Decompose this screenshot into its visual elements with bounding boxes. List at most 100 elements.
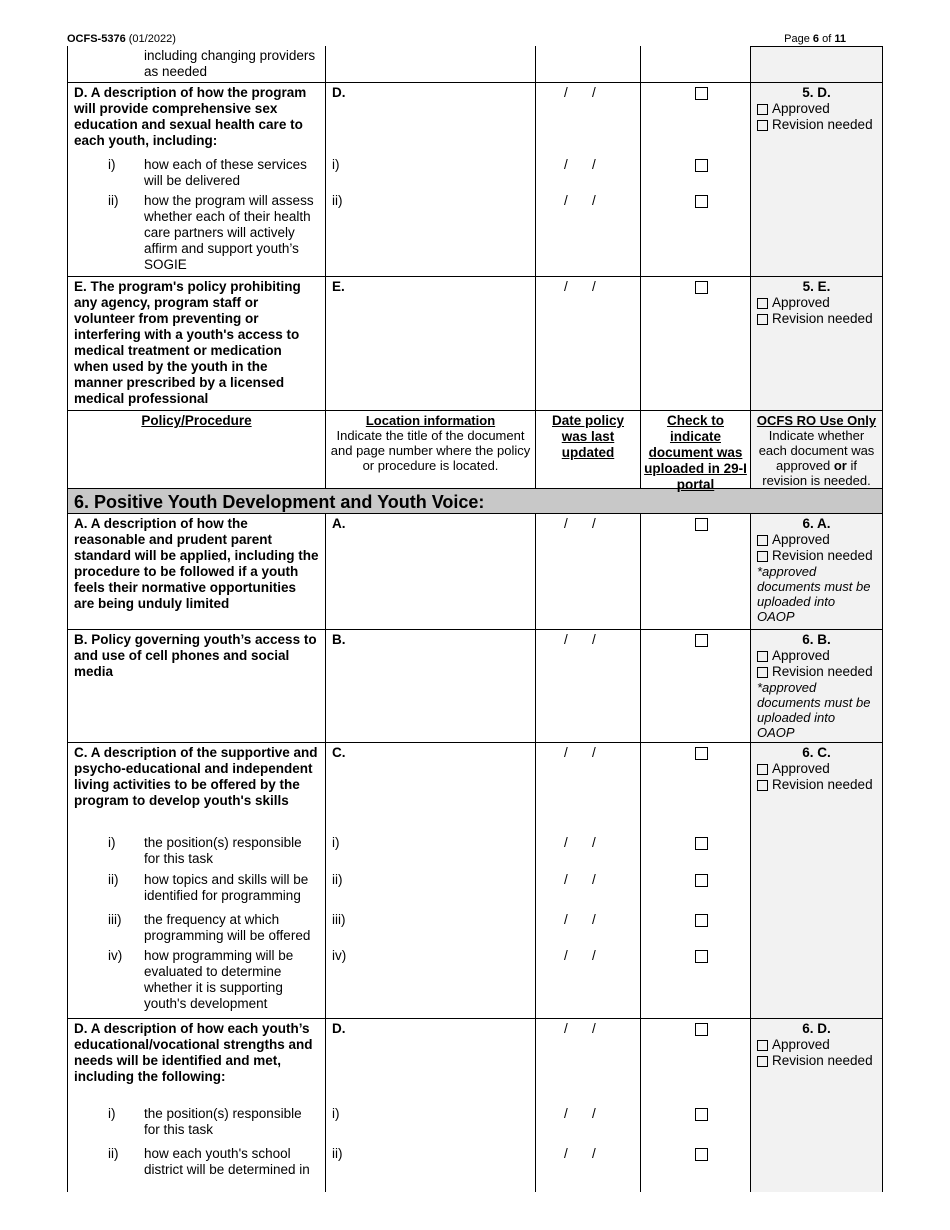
upload-checkbox[interactable] bbox=[695, 195, 708, 208]
checkbox[interactable] bbox=[757, 313, 768, 325]
ro-option-revision-needed[interactable]: Revision needed bbox=[757, 777, 876, 793]
date-input[interactable]: / / bbox=[536, 191, 640, 276]
ro-option-approved[interactable]: Approved bbox=[757, 648, 876, 664]
location-input[interactable]: B. bbox=[332, 632, 346, 647]
upload-checkbox[interactable] bbox=[695, 159, 708, 172]
upload-checkbox[interactable] bbox=[695, 914, 708, 927]
date-input[interactable]: / / bbox=[536, 1104, 640, 1144]
upload-checkbox[interactable] bbox=[695, 87, 708, 100]
item-marker: iii) bbox=[108, 912, 122, 927]
col-location: Location information bbox=[365, 413, 496, 428]
ro-option-revision-needed[interactable]: Revision needed bbox=[757, 311, 876, 327]
ro-option-revision-needed[interactable]: Revision needed bbox=[757, 548, 876, 564]
location-input[interactable]: i) bbox=[332, 835, 340, 850]
location-input[interactable]: A. bbox=[332, 516, 346, 531]
location-input[interactable]: ii) bbox=[332, 1146, 343, 1161]
checkbox[interactable] bbox=[757, 763, 768, 775]
ro-option-approved[interactable]: Approved bbox=[757, 295, 876, 311]
date-input[interactable]: / / bbox=[536, 870, 640, 910]
location-input[interactable]: D. bbox=[332, 1021, 346, 1036]
location-input[interactable]: E. bbox=[332, 279, 345, 294]
item-text: how each youth's school district will be… bbox=[144, 1146, 310, 1177]
date-slash: / bbox=[592, 157, 596, 172]
checkbox[interactable] bbox=[757, 1039, 768, 1051]
upload-checkbox[interactable] bbox=[695, 950, 708, 963]
policy-item: D. A description of how the program will… bbox=[74, 85, 307, 148]
upload-checkbox-cell bbox=[641, 1019, 750, 1104]
upload-checkbox[interactable] bbox=[695, 518, 708, 531]
date-slash: / bbox=[564, 85, 568, 100]
date-slash: / bbox=[592, 1146, 596, 1161]
ro-option-approved[interactable]: Approved bbox=[757, 532, 876, 548]
table-row: A. A description of how the reasonable a… bbox=[67, 514, 883, 630]
ro-option-revision-needed[interactable]: Revision needed bbox=[757, 1053, 876, 1069]
date-input[interactable]: / / bbox=[536, 910, 640, 946]
ro-item-code: 6. A. bbox=[802, 516, 831, 531]
date-slash: / bbox=[564, 1106, 568, 1121]
upload-checkbox[interactable] bbox=[695, 874, 708, 887]
checkbox[interactable] bbox=[757, 1055, 768, 1067]
ro-option-revision-needed[interactable]: Revision needed bbox=[757, 664, 876, 680]
upload-checkbox-cell bbox=[641, 514, 750, 629]
item-text: the position(s) responsible for this tas… bbox=[144, 835, 302, 866]
checkbox[interactable] bbox=[757, 550, 768, 562]
upload-checkbox[interactable] bbox=[695, 1023, 708, 1036]
checkbox[interactable] bbox=[757, 650, 768, 662]
ro-option-approved[interactable]: Approved bbox=[757, 101, 876, 117]
item-text: how topics and skills will be identified… bbox=[144, 872, 309, 903]
ro-option-revision-needed[interactable]: Revision needed bbox=[757, 117, 876, 133]
page-number: Page 6 of 11 bbox=[784, 33, 846, 45]
date-input[interactable]: / / bbox=[536, 83, 640, 155]
date-input[interactable]: / / bbox=[536, 630, 640, 735]
ro-option-approved[interactable]: Approved bbox=[757, 761, 876, 777]
policy-item: i) the position(s) responsible for this t… bbox=[68, 1104, 325, 1144]
date-slash: / bbox=[592, 948, 596, 963]
date-slash: / bbox=[592, 835, 596, 850]
location-input[interactable]: i) bbox=[332, 1106, 340, 1121]
date-input[interactable]: / / bbox=[536, 833, 640, 870]
col-date: Date policy was last updated bbox=[551, 413, 625, 460]
location-input[interactable]: iv) bbox=[332, 948, 347, 963]
date-input[interactable]: / / bbox=[536, 1019, 640, 1104]
location-input[interactable]: i) bbox=[332, 157, 340, 172]
policy-item: iv) how programming will be evaluated to … bbox=[68, 946, 325, 1018]
date-input[interactable]: / / bbox=[536, 155, 640, 191]
location-input[interactable]: D. bbox=[332, 85, 346, 100]
checkbox[interactable] bbox=[757, 103, 768, 115]
col-check: Check to indicate document was uploaded … bbox=[644, 413, 747, 492]
ro-option-approved[interactable]: Approved bbox=[757, 1037, 876, 1053]
upload-checkbox[interactable] bbox=[695, 747, 708, 760]
location-input[interactable]: ii) bbox=[332, 193, 343, 208]
location-input[interactable]: ii) bbox=[332, 872, 343, 887]
option-label: Approved bbox=[772, 295, 830, 310]
checkbox[interactable] bbox=[757, 779, 768, 791]
policy-item: ii) how each youth's school district will… bbox=[68, 1144, 325, 1192]
date-input[interactable]: / / bbox=[536, 1144, 640, 1192]
date-input[interactable]: / / bbox=[536, 946, 640, 1018]
date-input[interactable]: / / bbox=[536, 277, 640, 410]
checkbox[interactable] bbox=[757, 119, 768, 131]
upload-checkbox-cell bbox=[641, 870, 750, 910]
checkbox[interactable] bbox=[757, 297, 768, 309]
location-input[interactable]: C. bbox=[332, 745, 346, 760]
date-input[interactable]: / / bbox=[536, 743, 640, 833]
upload-checkbox[interactable] bbox=[695, 634, 708, 647]
option-label: Approved bbox=[772, 101, 830, 116]
upload-checkbox[interactable] bbox=[695, 281, 708, 294]
checkbox[interactable] bbox=[757, 666, 768, 678]
location-input[interactable]: iii) bbox=[332, 912, 346, 927]
policy-item: i) the position(s) responsible for this t… bbox=[68, 833, 325, 870]
date-slash: / bbox=[592, 912, 596, 927]
date-cell: / / / / / / bbox=[535, 83, 640, 276]
date-input[interactable]: / / bbox=[536, 514, 640, 629]
policy-cell: D. A description of how the program will… bbox=[67, 83, 325, 276]
continuation-text: including changing providers as needed bbox=[144, 48, 316, 79]
ro-use-cell: 6. D. Approved Revision needed bbox=[750, 1019, 883, 1192]
upload-checkbox[interactable] bbox=[695, 1108, 708, 1121]
upload-checkbox[interactable] bbox=[695, 1148, 708, 1161]
checkbox[interactable] bbox=[757, 534, 768, 546]
col-ro: OCFS RO Use Only bbox=[756, 413, 877, 428]
item-marker: iv) bbox=[108, 948, 123, 963]
table-row: D. A description of how each youth’s edu… bbox=[67, 1019, 883, 1192]
upload-checkbox[interactable] bbox=[695, 837, 708, 850]
